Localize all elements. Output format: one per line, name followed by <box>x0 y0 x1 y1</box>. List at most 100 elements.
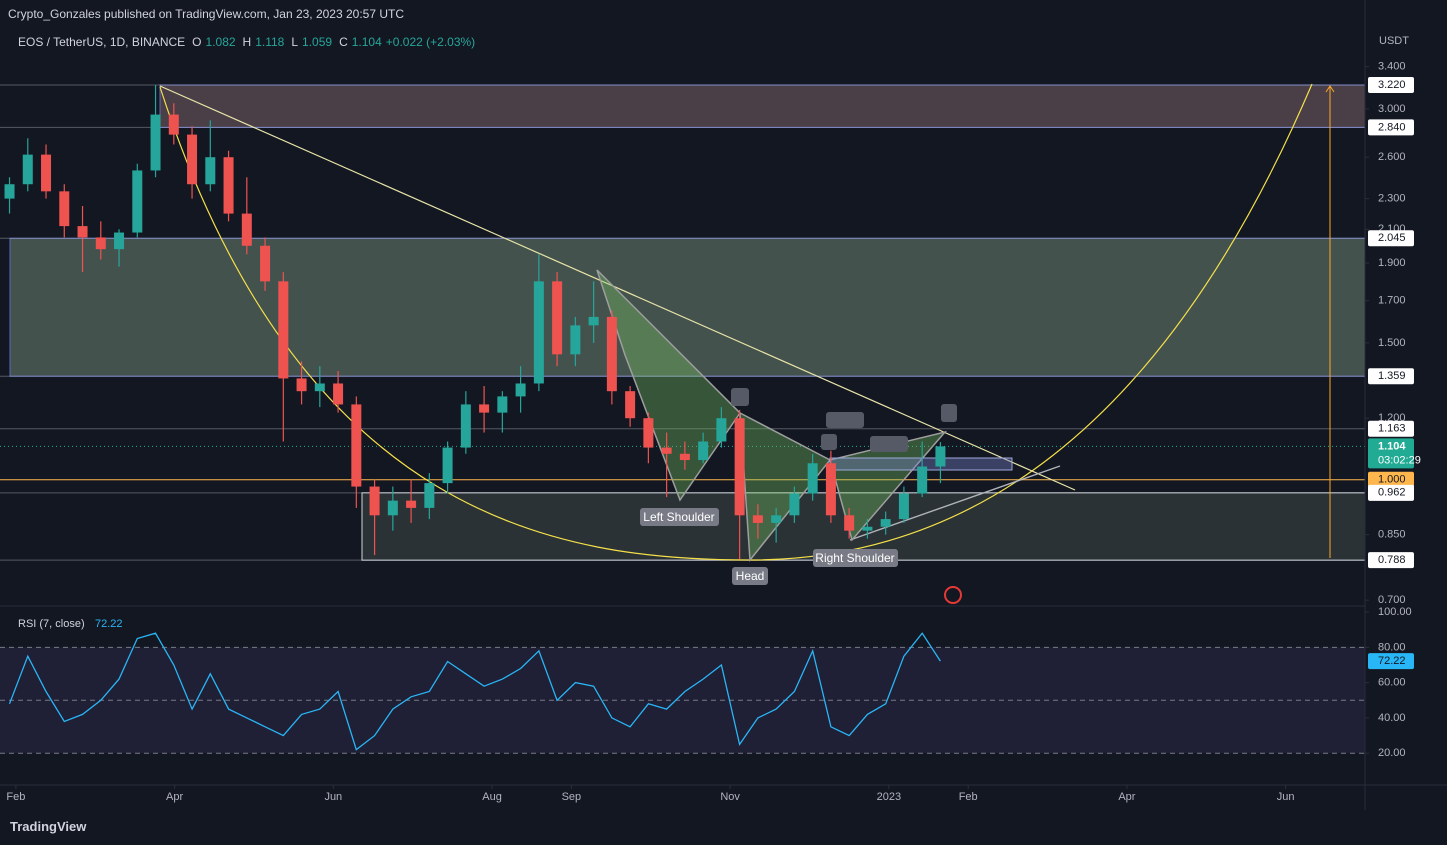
candle-body <box>825 463 836 516</box>
ohlc-key: L <box>291 35 299 49</box>
candle-body <box>862 526 873 531</box>
candle-body <box>387 500 398 516</box>
rsi-line <box>8 632 941 751</box>
candle-body <box>187 134 198 185</box>
rsi-tick-label: 100.00 <box>1378 606 1412 618</box>
candle-body <box>844 515 855 531</box>
candle-body <box>515 383 526 397</box>
candle-body <box>497 396 508 413</box>
marker <box>821 434 837 450</box>
candles <box>4 85 946 751</box>
marker <box>941 404 957 422</box>
price-label: 0.962 <box>1378 487 1406 499</box>
candle-body <box>260 245 271 282</box>
rsi-value-box <box>1368 653 1414 670</box>
candle-body <box>369 486 380 516</box>
candle-body <box>807 463 818 494</box>
candle-body <box>679 453 690 461</box>
candle-body <box>351 404 362 487</box>
price-label-box <box>1368 438 1414 469</box>
candle-body <box>661 447 672 454</box>
candle-body <box>935 446 946 467</box>
price-label: 3.220 <box>1378 79 1406 91</box>
candle-body <box>278 281 289 379</box>
candle-body <box>460 404 471 448</box>
neckline <box>849 465 1061 541</box>
trend-line <box>159 85 1076 491</box>
price-label: 1.104 <box>1378 440 1406 452</box>
annotation: Head <box>736 569 765 583</box>
y-tick-label: 1.500 <box>1378 337 1406 349</box>
candle-body <box>606 316 617 392</box>
candle-body <box>241 213 252 246</box>
label-box <box>732 567 768 585</box>
ohlc-value: 1.118 <box>255 35 285 49</box>
x-tick-label: 2023 <box>877 791 901 803</box>
price-label: 0.788 <box>1378 554 1406 566</box>
legend: EOS / TetherUS, 1D, BINANCE O 1.082 H 1.11… <box>18 35 475 49</box>
candle-body <box>625 391 636 419</box>
brand: TradingView <box>10 819 87 834</box>
y-tick-label: 3.000 <box>1378 103 1406 115</box>
pattern-labels: Left Shoulder Head Right Shoulder <box>640 508 898 585</box>
candle-body <box>59 191 70 227</box>
candle-body <box>333 383 344 405</box>
price-label-box <box>1368 552 1414 569</box>
x-tick-label: Jun <box>324 791 342 803</box>
price-label: 1.000 <box>1378 474 1406 486</box>
y-tick-label: 0.850 <box>1378 529 1406 541</box>
price-label-box <box>1368 471 1414 488</box>
candle-body <box>771 515 782 523</box>
unit-label: USDT <box>1379 35 1409 47</box>
y-tick-label: 3.400 <box>1378 61 1406 73</box>
candle-body <box>77 226 88 238</box>
rsi-tick-label: 40.00 <box>1378 712 1406 724</box>
price-label-box <box>1368 119 1414 136</box>
price-label: 1.163 <box>1378 423 1406 435</box>
price-label: 2.840 <box>1378 121 1406 133</box>
candle-body <box>314 383 325 392</box>
event-icon[interactable] <box>944 586 962 604</box>
ohlc-value: 1.059 <box>302 35 333 49</box>
rsi-band <box>0 647 1365 754</box>
ohlc-key: H <box>242 35 252 49</box>
candle-body <box>898 493 909 520</box>
candle-body <box>880 519 891 527</box>
candle-body <box>406 500 417 508</box>
candle-body <box>4 184 15 199</box>
y-tick-label: 0.700 <box>1378 594 1406 606</box>
candle-body <box>533 281 544 384</box>
candle-body <box>716 418 727 442</box>
marker <box>826 412 864 428</box>
candle-body <box>223 157 234 214</box>
annotation: Right Shoulder <box>815 551 894 565</box>
change: +0.022 (+2.03%) <box>385 35 476 49</box>
rsi-tick-label: 80.00 <box>1378 641 1406 653</box>
price-label-box <box>1368 368 1414 385</box>
candle-body <box>95 237 106 250</box>
x-tick-label: Nov <box>720 791 740 803</box>
zone <box>9 237 1366 377</box>
x-tick-label: Feb <box>6 791 25 803</box>
countdown: 03:02:29 <box>1378 454 1421 466</box>
rsi-tick-label: 60.00 <box>1378 677 1406 689</box>
rsi-tick-label: 20.00 <box>1378 747 1406 759</box>
price-label: 2.045 <box>1378 232 1406 244</box>
candle-body <box>22 154 33 185</box>
candle-body <box>734 418 745 516</box>
price-label-box <box>1368 484 1414 501</box>
ohlc-value: 1.104 <box>351 35 382 49</box>
price-label-box <box>1368 420 1414 437</box>
candle-body <box>205 157 216 185</box>
ohlc-value: 1.082 <box>205 35 236 49</box>
rsi-value-label: 72.22 <box>1378 655 1406 667</box>
price-label-box <box>1368 77 1414 94</box>
x-tick-label: Sep <box>562 791 582 803</box>
label-box <box>640 508 719 526</box>
y-tick-label: 1.700 <box>1378 295 1406 307</box>
candle-body <box>114 232 125 250</box>
marker <box>870 436 908 452</box>
rsi-value: 72.22 <box>95 618 123 630</box>
